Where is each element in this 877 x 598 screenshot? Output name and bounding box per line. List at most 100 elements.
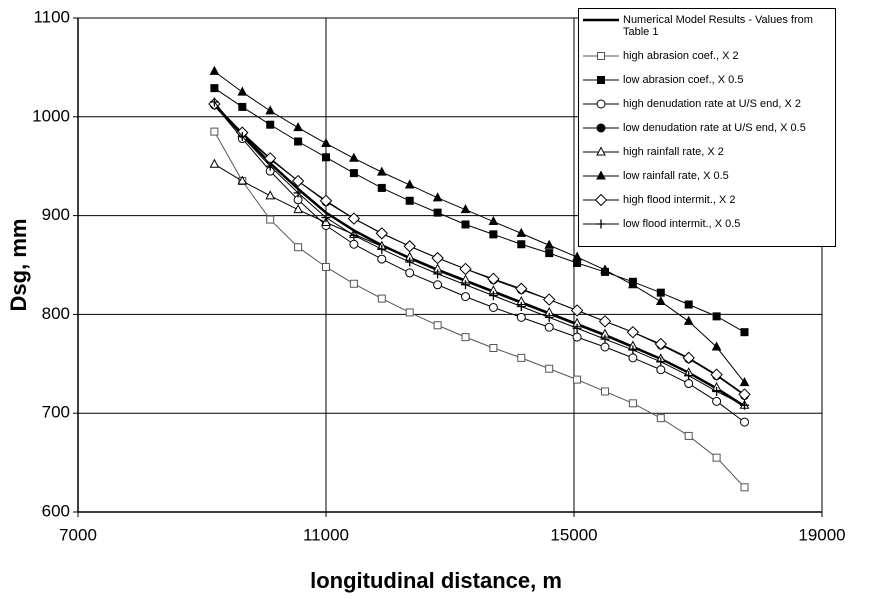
- marker: [654, 337, 668, 351]
- x-tick-label: 19000: [798, 525, 845, 544]
- marker: [684, 371, 694, 381]
- marker: [656, 365, 666, 375]
- marker: [573, 375, 582, 384]
- marker: [596, 99, 606, 109]
- marker: [293, 188, 303, 198]
- marker: [294, 243, 303, 252]
- marker: [433, 269, 443, 279]
- marker: [376, 166, 387, 176]
- marker: [404, 179, 415, 189]
- series-line: [213, 131, 745, 488]
- legend-label: low flood intermit., X 0.5: [623, 218, 741, 230]
- legend-entry: low flood intermit., X 0.5: [579, 218, 835, 230]
- series-line: [214, 87, 745, 333]
- legend-label: low rainfall rate, X 0.5: [623, 170, 729, 182]
- marker: [597, 76, 605, 84]
- marker: [542, 293, 556, 306]
- marker: [597, 52, 605, 60]
- marker: [209, 65, 220, 75]
- marker: [516, 312, 526, 322]
- legend-label: high rainfall rate, X 2: [623, 146, 724, 158]
- marker: [596, 219, 606, 229]
- marker: [572, 332, 582, 342]
- y-tick-label: 600: [42, 501, 70, 520]
- marker: [712, 396, 722, 406]
- marker: [516, 227, 527, 237]
- legend-swatch: [583, 123, 619, 133]
- legend-swatch: [583, 170, 619, 180]
- y-tick-label: 900: [42, 205, 70, 224]
- marker: [628, 345, 638, 355]
- marker: [516, 301, 526, 311]
- legend-entry: Numerical Model Results - Values from Ta…: [579, 14, 835, 38]
- marker: [403, 240, 416, 253]
- marker: [349, 169, 358, 178]
- series-line: [214, 101, 745, 406]
- marker: [487, 272, 500, 286]
- marker: [377, 183, 386, 192]
- marker: [626, 325, 640, 339]
- marker: [656, 357, 666, 367]
- marker: [740, 417, 749, 427]
- legend-entry: high abrasion coef., X 2: [579, 50, 835, 62]
- marker: [544, 312, 554, 322]
- marker: [237, 86, 248, 96]
- marker: [596, 146, 606, 156]
- marker: [601, 387, 609, 396]
- marker: [596, 170, 606, 180]
- marker: [319, 194, 333, 207]
- marker: [461, 292, 470, 302]
- marker: [461, 220, 470, 229]
- marker: [405, 268, 415, 278]
- marker: [433, 321, 442, 330]
- marker: [349, 279, 358, 288]
- marker: [461, 333, 470, 342]
- marker: [517, 240, 526, 249]
- marker: [596, 123, 606, 133]
- legend-label: high abrasion coef., X 2: [623, 50, 739, 62]
- marker: [349, 152, 359, 162]
- legend-swatch: [583, 76, 619, 84]
- marker: [322, 262, 330, 271]
- marker: [515, 282, 528, 295]
- x-tick-label: 15000: [550, 525, 597, 544]
- marker: [628, 399, 637, 408]
- marker: [293, 204, 303, 214]
- marker: [600, 264, 610, 274]
- marker: [433, 280, 443, 290]
- marker: [628, 279, 638, 289]
- marker: [405, 308, 414, 317]
- marker: [682, 351, 695, 365]
- marker: [712, 453, 721, 462]
- marker: [594, 194, 608, 206]
- legend-swatch: [583, 18, 619, 22]
- marker: [405, 257, 415, 267]
- legend-entry: low abrasion coef., X 0.5: [579, 74, 835, 86]
- marker: [600, 334, 610, 344]
- marker: [210, 127, 219, 136]
- legend: Numerical Model Results - Values from Ta…: [578, 8, 836, 247]
- legend-swatch: [583, 52, 619, 60]
- marker: [684, 379, 694, 389]
- marker: [347, 212, 361, 225]
- marker: [321, 213, 331, 223]
- marker: [377, 294, 386, 303]
- marker: [460, 204, 471, 214]
- marker: [684, 300, 693, 309]
- marker: [238, 102, 247, 111]
- marker: [712, 386, 722, 396]
- legend-label: high denudation rate at U/S end, X 2: [623, 98, 801, 110]
- marker: [544, 239, 555, 249]
- marker: [710, 368, 723, 381]
- legend-label: high flood intermit., X 2: [623, 194, 736, 206]
- legend-swatch: [583, 219, 619, 229]
- marker: [433, 208, 442, 217]
- series-line: [214, 104, 745, 423]
- marker: [237, 132, 247, 142]
- y-axis-title: Dsg, mm: [6, 219, 31, 312]
- marker: [488, 291, 498, 301]
- marker: [738, 388, 751, 401]
- marker: [711, 341, 722, 351]
- legend-entry: high rainfall rate, X 2: [579, 146, 835, 158]
